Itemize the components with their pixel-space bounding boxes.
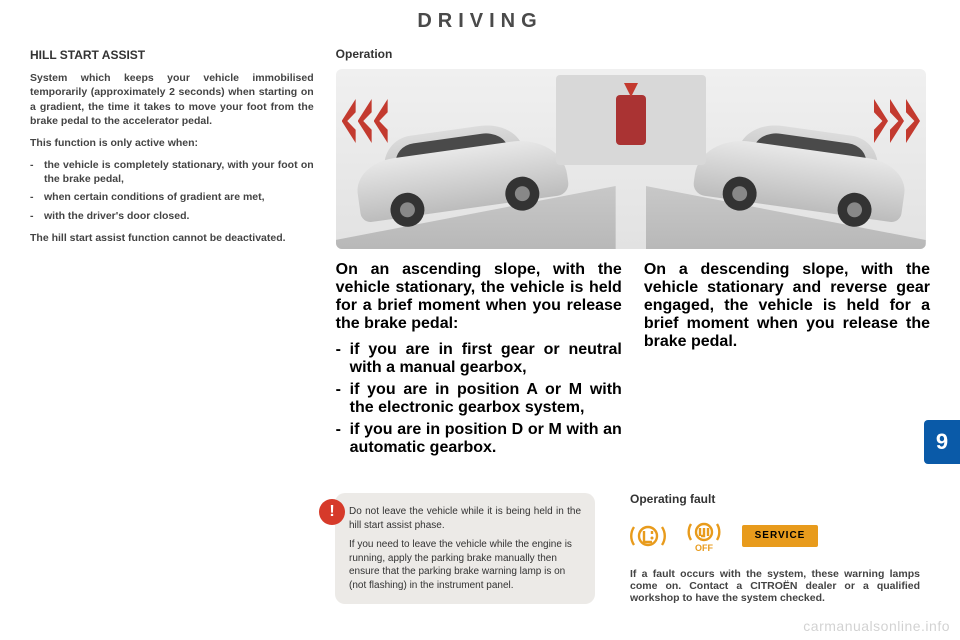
chevron-left-icon [342, 99, 392, 143]
svg-text:OFF: OFF [695, 543, 713, 553]
note-p2: If you need to leave the vehicle while t… [349, 538, 581, 592]
foot-brake-lamp-icon [630, 518, 666, 554]
ascending-bullet: if you are in position D or M with an au… [336, 421, 622, 457]
ascending-col: On an ascending slope, with the vehicle … [336, 261, 622, 465]
hsa-bullet: when certain conditions of gradient are … [30, 190, 314, 204]
watermark: carmanualsonline.info [803, 618, 950, 634]
pedal-arrow-icon [624, 83, 638, 97]
fault-text: If a fault occurs with the system, these… [630, 568, 920, 604]
descending-text: On a descending slope, with the vehicle … [644, 261, 930, 351]
parking-brake-off-lamp-icon: OFF [686, 518, 722, 554]
ascending-bullet: if you are in first gear or neutral with… [336, 341, 622, 377]
operation-text-cols: On an ascending slope, with the vehicle … [336, 261, 930, 465]
ascending-bullets: if you are in first gear or neutral with… [336, 341, 622, 457]
hsa-bullet: with the driver's door closed. [30, 209, 314, 223]
operation-illustration [336, 69, 926, 249]
operating-fault: Operating fault OFF SERVICE If a fault o… [630, 492, 920, 604]
operation-heading: Operation [336, 47, 930, 61]
chapter-tab: 9 [924, 420, 960, 464]
left-column: HILL START ASSIST System which keeps you… [30, 47, 314, 465]
right-area: Operation On an ascending slope, with th… [336, 47, 930, 465]
ascending-bullet: if you are in position A or M with the e… [336, 381, 622, 417]
fault-heading: Operating fault [630, 492, 920, 506]
service-lamp-icon: SERVICE [742, 525, 818, 547]
chevron-right-icon [870, 99, 920, 143]
note-p1: Do not leave the vehicle while it is bei… [349, 505, 581, 532]
fault-icons: OFF SERVICE [630, 518, 920, 554]
columns: HILL START ASSIST System which keeps you… [0, 33, 960, 465]
ascending-intro: On an ascending slope, with the vehicle … [336, 261, 622, 333]
hsa-noswitch: The hill start assist function cannot be… [30, 231, 314, 245]
pedal-inset [556, 75, 706, 165]
page-title: DRIVING [0, 0, 960, 33]
alert-icon: ! [319, 499, 345, 525]
hsa-bullet: the vehicle is completely stationary, wi… [30, 158, 314, 186]
hsa-bullets: the vehicle is completely stationary, wi… [30, 158, 314, 223]
descending-col: On a descending slope, with the vehicle … [644, 261, 930, 465]
hsa-intro: System which keeps your vehicle immobili… [30, 71, 314, 128]
hsa-active-line: This function is only active when: [30, 136, 314, 150]
caution-note: ! Do not leave the vehicle while it is b… [335, 493, 595, 604]
hsa-heading: HILL START ASSIST [30, 47, 314, 63]
